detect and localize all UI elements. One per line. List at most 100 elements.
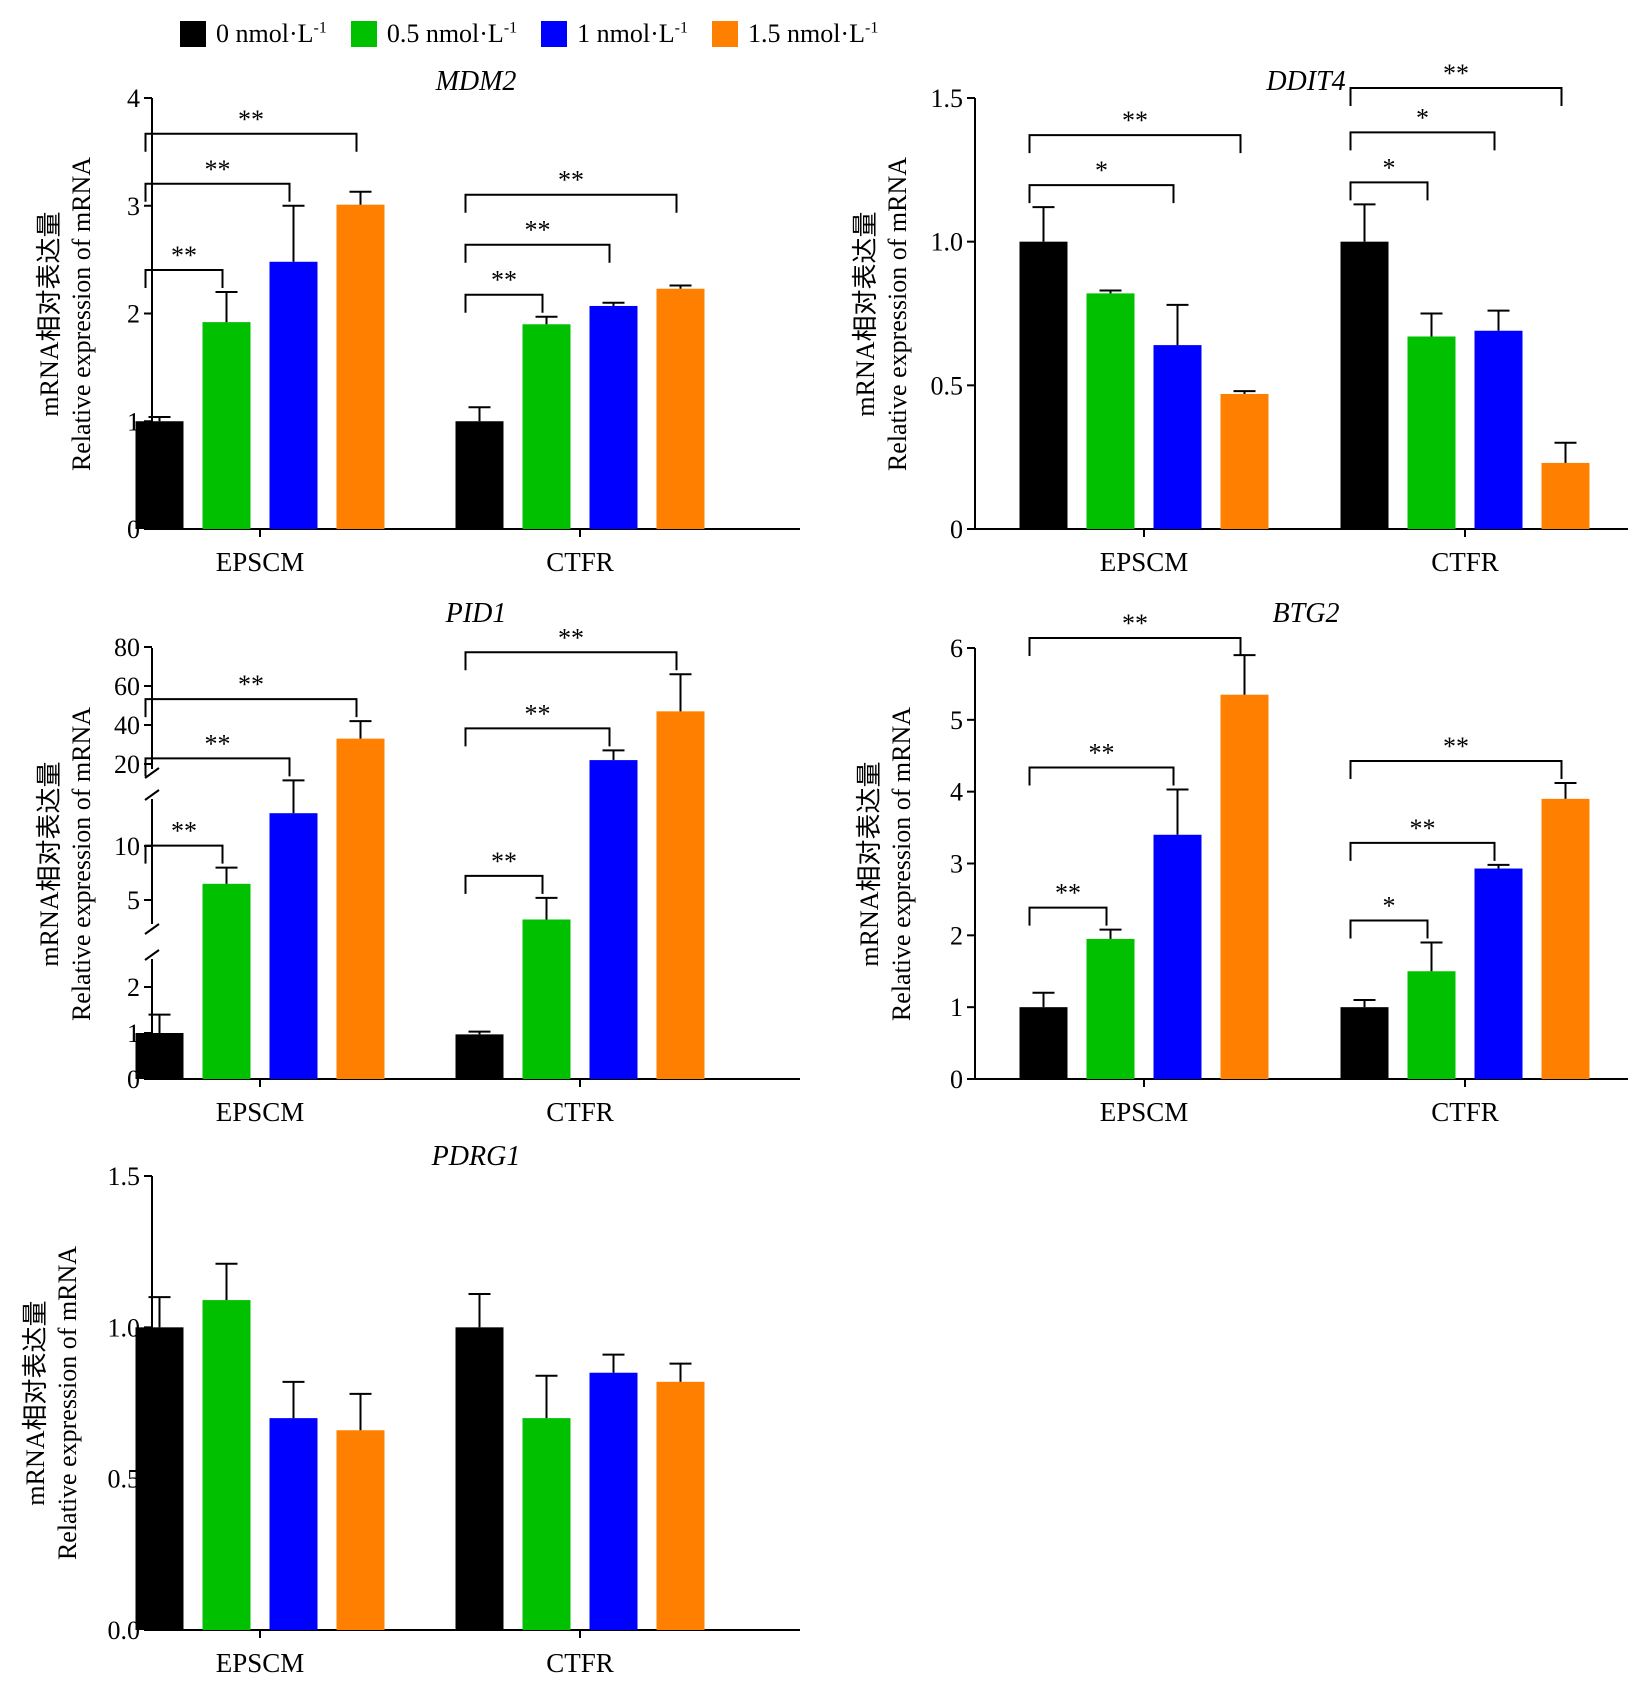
y-tick-label: 5	[950, 706, 963, 735]
significance-bracket	[144, 757, 291, 777]
significance-bracket	[1349, 841, 1496, 861]
y-axis-label-cn: mRNA相对表达量	[35, 761, 64, 966]
y-tick-label: 20	[114, 750, 140, 779]
chart-pid1: PID1 mRNA相对表达量 Relative expression of mRNA…	[35, 598, 800, 1127]
axis-break-mark	[144, 789, 160, 801]
significance-label: **	[491, 266, 517, 295]
x-tick-label: EPSCM	[1100, 547, 1189, 577]
bar	[1474, 868, 1523, 1079]
y-tick-label: 4	[950, 778, 963, 807]
y-axis-label-en: Relative expression of mRNA	[67, 707, 96, 1021]
bar	[1153, 345, 1202, 529]
y-tick-label: 1.5	[108, 1162, 141, 1191]
significance-bracket	[464, 243, 611, 263]
bar	[1541, 462, 1590, 529]
y-tick-label: 1	[950, 993, 963, 1022]
y-tick-label: 0.5	[931, 371, 964, 400]
significance-bracket	[1349, 919, 1429, 939]
significance-label: *	[1416, 103, 1429, 132]
significance-bracket	[144, 698, 358, 718]
chart-title: MDM2	[435, 66, 517, 97]
significance-label: **	[558, 623, 584, 652]
y-tick-label: 3	[950, 850, 963, 879]
significance-label: **	[205, 729, 231, 758]
x-tick-label: CTFR	[1431, 547, 1499, 577]
y-axis-label-cn: mRNA相对表达量	[855, 761, 884, 966]
y-tick-label: 2	[127, 300, 140, 329]
significance-bracket	[144, 182, 291, 202]
bar	[1541, 798, 1590, 1079]
y-tick-label: 2	[950, 921, 963, 950]
bar	[656, 1381, 705, 1630]
bar	[455, 1327, 504, 1630]
significance-label: **	[1410, 814, 1436, 843]
bar	[1340, 241, 1389, 529]
legend-swatch-2	[541, 21, 568, 47]
legend-item-0: 0 nmol·L-1	[180, 19, 327, 49]
significance-bracket	[1028, 906, 1108, 926]
chart-title: PDRG1	[431, 1141, 521, 1172]
legend-swatch-1	[350, 21, 377, 47]
chart-btg2: BTG2 mRNA相对表达量 Relative expression of mRNA…	[855, 598, 1628, 1127]
significance-label: *	[1383, 892, 1396, 921]
significance-bracket	[1028, 637, 1242, 656]
x-tick-label: CTFR	[546, 1648, 614, 1678]
y-tick-label: 6	[950, 634, 963, 663]
x-tick-label: EPSCM	[216, 547, 305, 577]
bar	[1086, 938, 1135, 1079]
bar	[1407, 336, 1456, 529]
bar	[455, 421, 504, 529]
significance-label: *	[1383, 153, 1396, 182]
legend-label-1: 0.5 nmol·L-1	[386, 19, 518, 48]
y-tick-label: 40	[114, 711, 140, 740]
bar	[1019, 1007, 1068, 1079]
significance-label: **	[1122, 106, 1148, 135]
bar	[336, 1430, 385, 1630]
significance-bracket	[464, 874, 544, 894]
bar	[1153, 834, 1202, 1079]
significance-bracket	[464, 651, 678, 671]
legend: 0 nmol·L-1 0.5 nmol·L-1 1 nmol·L-1 1.5 n…	[180, 12, 902, 56]
significance-bracket	[1028, 766, 1175, 786]
y-axis-label-cn: mRNA相对表达量	[851, 211, 880, 416]
bar	[202, 322, 251, 529]
bar	[1220, 393, 1269, 529]
axis-break-mark	[144, 767, 160, 779]
bar	[522, 1418, 571, 1630]
axis-break-mark	[144, 923, 160, 935]
y-axis-label-en: Relative expression of mRNA	[53, 1246, 82, 1560]
x-tick-label: EPSCM	[216, 1097, 305, 1127]
y-tick-label: 1.5	[931, 84, 964, 113]
significance-bracket	[464, 727, 611, 747]
bar	[336, 204, 385, 530]
chart-mdm2: MDM2 mRNA相对表达量 Relative expression of mRNA…	[35, 66, 800, 577]
significance-label: **	[525, 216, 551, 245]
bar	[1019, 241, 1068, 529]
legend-item-1: 0.5 nmol·L-1	[350, 19, 518, 49]
significance-label: **	[1443, 59, 1469, 88]
x-tick-label: CTFR	[546, 547, 614, 577]
chart-ddit4: DDIT4 mRNA相对表达量 Relative expression of mRN…	[851, 59, 1628, 577]
bar	[269, 261, 318, 529]
x-tick-label: CTFR	[546, 1097, 614, 1127]
bar	[269, 813, 318, 1079]
x-tick-label: CTFR	[1431, 1097, 1499, 1127]
y-tick-label: 0	[950, 1065, 963, 1094]
significance-bracket	[144, 268, 224, 288]
legend-item-2: 1 nmol·L-1	[541, 19, 688, 49]
bar	[269, 1418, 318, 1630]
significance-bracket	[1349, 181, 1429, 201]
legend-label-3: 1.5 nmol·L-1	[747, 19, 879, 48]
significance-label: **	[238, 670, 264, 699]
significance-label: **	[558, 166, 584, 195]
legend-label-2: 1 nmol·L-1	[577, 19, 688, 48]
significance-label: *	[1095, 156, 1108, 185]
y-tick-label: 80	[114, 633, 140, 662]
legend-swatch-3	[711, 21, 738, 47]
bar	[1220, 694, 1269, 1079]
significance-bracket	[1028, 134, 1242, 154]
significance-bracket	[1349, 131, 1496, 151]
bar	[1086, 293, 1135, 529]
significance-bracket	[464, 293, 544, 313]
